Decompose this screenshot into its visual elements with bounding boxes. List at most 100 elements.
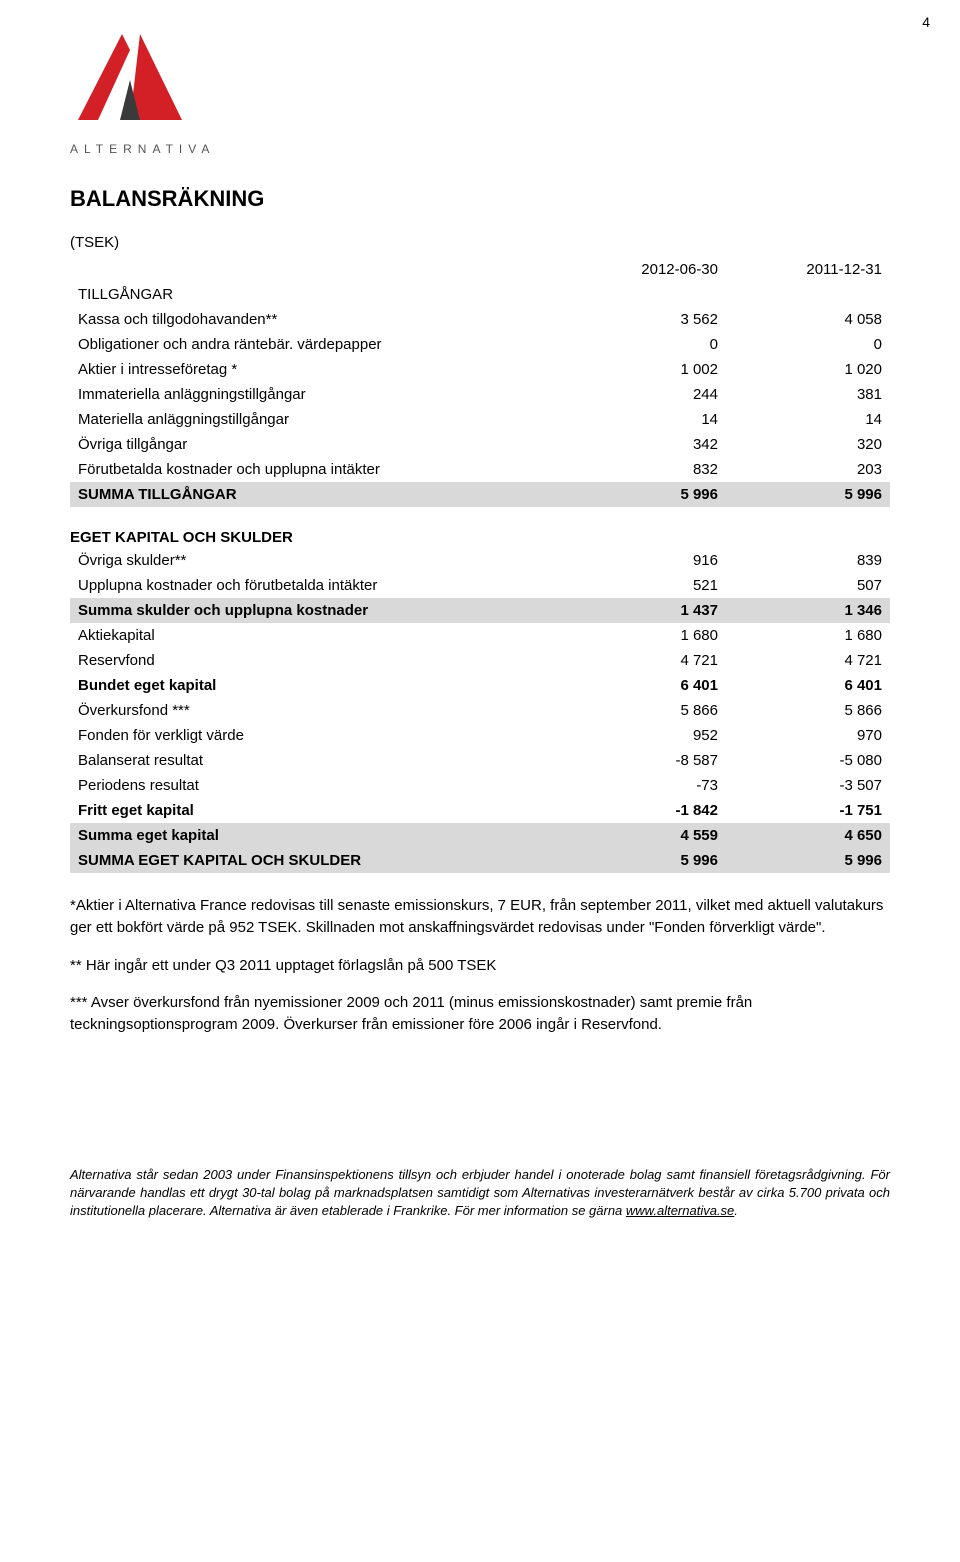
row-label: Periodens resultat bbox=[70, 773, 562, 798]
table-row: Summa eget kapital4 5594 650 bbox=[70, 823, 890, 848]
assets-header: TILLGÅNGAR bbox=[70, 282, 562, 307]
row-value-2: 839 bbox=[726, 548, 890, 573]
row-label: Immateriella anläggningstillgångar bbox=[70, 382, 562, 407]
row-value-2: 6 401 bbox=[726, 673, 890, 698]
table-row: Aktiekapital1 6801 680 bbox=[70, 623, 890, 648]
row-value-2: -3 507 bbox=[726, 773, 890, 798]
table-row: Upplupna kostnader och förutbetalda intä… bbox=[70, 573, 890, 598]
footer-prefix: Alternativa står sedan 2003 under Finans… bbox=[70, 1167, 890, 1218]
row-value-1: 521 bbox=[562, 573, 726, 598]
table-row: Obligationer och andra räntebär. värdepa… bbox=[70, 332, 890, 357]
row-value-2: 4 721 bbox=[726, 648, 890, 673]
row-value-1: 832 bbox=[562, 457, 726, 482]
row-value-2: 320 bbox=[726, 432, 890, 457]
row-label: Upplupna kostnader och förutbetalda intä… bbox=[70, 573, 562, 598]
table-row: Reservfond4 7214 721 bbox=[70, 648, 890, 673]
row-value-2: -5 080 bbox=[726, 748, 890, 773]
row-value-2: 4 058 bbox=[726, 307, 890, 332]
currency-label: (TSEK) bbox=[70, 234, 890, 251]
row-value-1: 3 562 bbox=[562, 307, 726, 332]
row-value-1: -8 587 bbox=[562, 748, 726, 773]
row-value-2: 5 866 bbox=[726, 698, 890, 723]
row-label: SUMMA EGET KAPITAL OCH SKULDER bbox=[70, 848, 562, 873]
row-value-1: 5 996 bbox=[562, 848, 726, 873]
table-row: Bundet eget kapital6 4016 401 bbox=[70, 673, 890, 698]
row-value-1: 4 721 bbox=[562, 648, 726, 673]
row-label: Övriga tillgångar bbox=[70, 432, 562, 457]
row-value-2: 1 346 bbox=[726, 598, 890, 623]
row-value-1: 342 bbox=[562, 432, 726, 457]
col-date-2: 2011-12-31 bbox=[726, 257, 890, 282]
row-label: SUMMA TILLGÅNGAR bbox=[70, 482, 562, 507]
row-value-2: 5 996 bbox=[726, 848, 890, 873]
row-label: Summa skulder och upplupna kostnader bbox=[70, 598, 562, 623]
footer-suffix: . bbox=[734, 1203, 738, 1218]
table-row: Aktier i intresseföretag *1 0021 020 bbox=[70, 357, 890, 382]
row-value-1: 14 bbox=[562, 407, 726, 432]
footnotes: *Aktier i Alternativa France redovisas t… bbox=[70, 895, 890, 1036]
row-value-2: 203 bbox=[726, 457, 890, 482]
row-value-1: 0 bbox=[562, 332, 726, 357]
empty-cell bbox=[562, 282, 726, 307]
row-label: Aktiekapital bbox=[70, 623, 562, 648]
row-label: Fritt eget kapital bbox=[70, 798, 562, 823]
table-row: Förutbetalda kostnader och upplupna intä… bbox=[70, 457, 890, 482]
row-label: Materiella anläggningstillgångar bbox=[70, 407, 562, 432]
row-label: Aktier i intresseföretag * bbox=[70, 357, 562, 382]
row-value-1: 5 866 bbox=[562, 698, 726, 723]
row-value-2: 1 020 bbox=[726, 357, 890, 382]
row-value-2: 5 996 bbox=[726, 482, 890, 507]
row-label: Summa eget kapital bbox=[70, 823, 562, 848]
table-row: SUMMA EGET KAPITAL OCH SKULDER5 9965 996 bbox=[70, 848, 890, 873]
footer-link[interactable]: www.alternativa.se bbox=[626, 1203, 734, 1218]
row-value-1: 952 bbox=[562, 723, 726, 748]
table-row: Fritt eget kapital-1 842-1 751 bbox=[70, 798, 890, 823]
row-value-1: -73 bbox=[562, 773, 726, 798]
document-page: 4 ALTERNATIVA BALANSRÄKNING (TSEK) 2012-… bbox=[0, 0, 960, 1260]
table-row: Fonden för verkligt värde952970 bbox=[70, 723, 890, 748]
logo-icon bbox=[70, 30, 190, 130]
brand-logo bbox=[70, 30, 890, 130]
row-value-1: 4 559 bbox=[562, 823, 726, 848]
row-value-2: 1 680 bbox=[726, 623, 890, 648]
footnote-paragraph: *Aktier i Alternativa France redovisas t… bbox=[70, 895, 890, 939]
row-value-2: 381 bbox=[726, 382, 890, 407]
row-label: Reservfond bbox=[70, 648, 562, 673]
table-row: SUMMA TILLGÅNGAR5 9965 996 bbox=[70, 482, 890, 507]
row-value-2: 970 bbox=[726, 723, 890, 748]
table-row: Övriga skulder**916839 bbox=[70, 548, 890, 573]
footnote-paragraph: ** Här ingår ett under Q3 2011 upptaget … bbox=[70, 955, 890, 977]
equity-table: Övriga skulder**916839Upplupna kostnader… bbox=[70, 548, 890, 873]
empty-cell bbox=[70, 257, 562, 282]
row-value-1: 1 437 bbox=[562, 598, 726, 623]
row-value-1: 916 bbox=[562, 548, 726, 573]
table-row: Överkursfond ***5 8665 866 bbox=[70, 698, 890, 723]
table-row: Periodens resultat-73-3 507 bbox=[70, 773, 890, 798]
row-value-2: 4 650 bbox=[726, 823, 890, 848]
row-value-2: 0 bbox=[726, 332, 890, 357]
row-label: Obligationer och andra räntebär. värdepa… bbox=[70, 332, 562, 357]
table-date-row: 2012-06-30 2011-12-31 bbox=[70, 257, 890, 282]
equity-header: EGET KAPITAL OCH SKULDER bbox=[70, 529, 890, 546]
table-row: Summa skulder och upplupna kostnader1 43… bbox=[70, 598, 890, 623]
footnote-paragraph: *** Avser överkursfond från nyemissioner… bbox=[70, 992, 890, 1036]
row-label: Övriga skulder** bbox=[70, 548, 562, 573]
assets-table: 2012-06-30 2011-12-31 TILLGÅNGAR Kassa o… bbox=[70, 257, 890, 507]
row-value-1: 6 401 bbox=[562, 673, 726, 698]
table-row: Immateriella anläggningstillgångar244381 bbox=[70, 382, 890, 407]
row-value-1: 5 996 bbox=[562, 482, 726, 507]
row-label: Fonden för verkligt värde bbox=[70, 723, 562, 748]
row-value-1: 244 bbox=[562, 382, 726, 407]
col-date-1: 2012-06-30 bbox=[562, 257, 726, 282]
brand-name: ALTERNATIVA bbox=[70, 142, 890, 156]
row-value-1: 1 002 bbox=[562, 357, 726, 382]
page-number: 4 bbox=[922, 14, 930, 30]
row-label: Bundet eget kapital bbox=[70, 673, 562, 698]
row-value-2: 507 bbox=[726, 573, 890, 598]
row-value-1: -1 842 bbox=[562, 798, 726, 823]
row-value-2: 14 bbox=[726, 407, 890, 432]
table-row: Kassa och tillgodohavanden**3 5624 058 bbox=[70, 307, 890, 332]
row-label: Kassa och tillgodohavanden** bbox=[70, 307, 562, 332]
footer-text: Alternativa står sedan 2003 under Finans… bbox=[70, 1166, 890, 1221]
assets-header-row: TILLGÅNGAR bbox=[70, 282, 890, 307]
